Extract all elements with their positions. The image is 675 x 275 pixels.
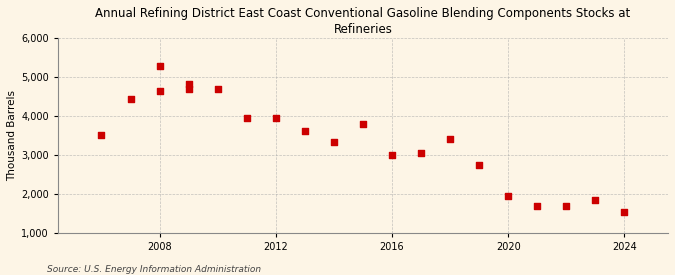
Point [154,64,165,68]
Point [387,152,398,157]
Point [213,87,223,91]
Y-axis label: Thousand Barrels: Thousand Barrels [7,90,17,181]
Point [474,163,485,167]
Point [619,210,630,214]
Point [183,87,194,91]
Point [532,204,543,208]
Point [271,116,281,121]
Point [242,116,252,120]
Point [590,198,601,202]
Point [358,122,369,126]
Title: Annual Refining District East Coast Conventional Gasoline Blending Components St: Annual Refining District East Coast Conv… [95,7,630,36]
Point [329,139,340,144]
Point [125,97,136,101]
Point [416,150,427,155]
Text: Source: U.S. Energy Information Administration: Source: U.S. Energy Information Administ… [47,265,261,274]
Point [300,129,310,133]
Point [445,137,456,141]
Point [561,204,572,208]
Point [154,89,165,93]
Point [96,133,107,137]
Point [503,194,514,198]
Point [183,82,194,87]
